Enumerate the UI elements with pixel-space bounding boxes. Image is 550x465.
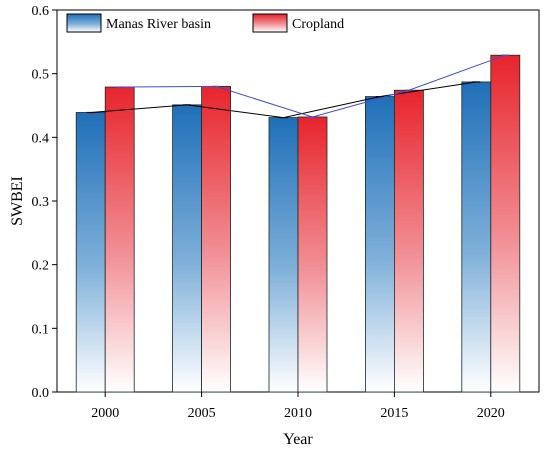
y-tick-label-0.1: 0.1 bbox=[32, 322, 50, 337]
legend-swatch-cropland bbox=[252, 13, 288, 33]
legend-label-cropland: Cropland bbox=[292, 17, 344, 32]
bar-cropland-2000 bbox=[104, 86, 135, 393]
y-tick-label-0.0: 0.0 bbox=[32, 386, 50, 401]
lines-layer bbox=[86, 54, 510, 119]
bar-cropland-2005 bbox=[201, 86, 232, 393]
y-tick-label-0.4: 0.4 bbox=[32, 131, 50, 146]
bar-manas-2015 bbox=[364, 96, 395, 393]
x-tick-label-2020: 2020 bbox=[477, 406, 505, 421]
bar-cropland-2010 bbox=[297, 116, 328, 393]
bar-cropland-2020 bbox=[490, 54, 521, 393]
bar-manas-2020 bbox=[461, 81, 492, 393]
y-tick-label-0.6: 0.6 bbox=[32, 4, 50, 19]
y-tick-label-0.5: 0.5 bbox=[32, 68, 50, 83]
bars-layer bbox=[75, 54, 521, 393]
legend: Manas River basin Cropland bbox=[66, 13, 344, 33]
bar-manas-2000 bbox=[75, 112, 106, 393]
y-tick-label-0.2: 0.2 bbox=[32, 259, 50, 274]
y-axis-title: SWBEI bbox=[9, 176, 26, 226]
axes-layer: 0.0 0.1 0.2 0.3 0.4 0.5 0.6 2000 2005 2010 2015 202… bbox=[32, 4, 505, 421]
bar-cropland-2015 bbox=[393, 89, 424, 393]
x-tick-label-2015: 2015 bbox=[380, 406, 408, 421]
x-tick-label-2005: 2005 bbox=[188, 406, 216, 421]
legend-swatch-manas bbox=[66, 13, 102, 33]
legend-label-manas: Manas River basin bbox=[106, 17, 211, 32]
bar-manas-2005 bbox=[172, 104, 203, 393]
x-tick-label-2010: 2010 bbox=[284, 406, 312, 421]
x-axis-title: Year bbox=[283, 431, 313, 448]
y-tick-label-0.3: 0.3 bbox=[32, 195, 50, 210]
x-tick-label-2000: 2000 bbox=[91, 406, 119, 421]
bar-manas-2010 bbox=[268, 117, 299, 393]
